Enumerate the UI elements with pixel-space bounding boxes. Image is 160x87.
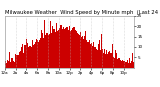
Text: Milwaukee Weather  Wind Speed by Minute mph  (Last 24 Hours): Milwaukee Weather Wind Speed by Minute m… (5, 10, 160, 15)
